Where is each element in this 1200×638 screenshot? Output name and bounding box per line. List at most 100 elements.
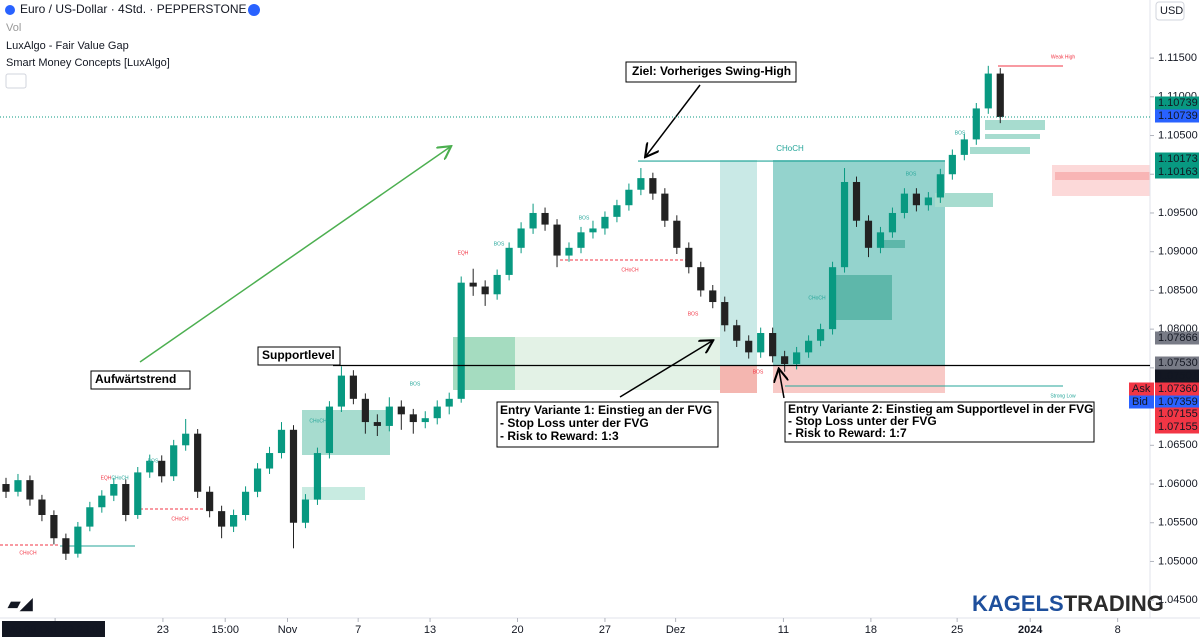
candle-body	[816, 329, 825, 341]
candle-body	[517, 228, 525, 248]
candle-body	[601, 216, 609, 229]
price-badge-label: 1.07501	[1158, 370, 1198, 382]
candle-body	[98, 495, 106, 508]
candle-body	[194, 433, 202, 492]
note: - Risk to Reward: 1:3	[500, 429, 619, 443]
candle-body	[86, 507, 94, 527]
y-tick-label: 1.09000	[1158, 246, 1198, 258]
candle-body	[110, 484, 118, 496]
fvg-zone	[935, 193, 993, 207]
candle-body	[840, 181, 849, 268]
candle-body	[936, 174, 944, 198]
note: Supportlevel	[262, 348, 335, 362]
note-box	[625, 61, 797, 83]
price-tag-label: Bid	[1132, 396, 1148, 408]
candle-body	[289, 429, 298, 523]
candle-body	[170, 445, 178, 477]
candle-body	[852, 181, 861, 221]
price-badge	[1155, 395, 1199, 409]
candle-body	[553, 224, 561, 256]
smc-label: BOS	[494, 241, 505, 247]
currency-button[interactable]	[1155, 1, 1185, 21]
candle-body	[253, 468, 262, 492]
x-tick-label: 8	[1115, 624, 1121, 636]
x-tick-label: 20	[511, 624, 523, 636]
candle-body	[433, 406, 441, 419]
candle-body	[828, 267, 837, 330]
price-badge-label: 1.07359	[1158, 396, 1198, 408]
smc-label: CHoCH	[19, 550, 37, 556]
candles	[2, 65, 1004, 560]
candle-body	[912, 193, 920, 206]
fvg-zone	[515, 337, 720, 390]
smc-label: BOS	[906, 171, 917, 177]
x-tick-label: Nov	[278, 624, 298, 636]
candle-body	[541, 212, 549, 225]
note: Entry Variante 2: Einstieg am Supportlev…	[788, 402, 1093, 416]
candle-body	[697, 267, 705, 291]
price-badge	[1155, 407, 1199, 421]
arrow	[779, 370, 784, 399]
x-tick-label: Mo 09 Okt '23 23:00	[6, 624, 105, 636]
x-tick-label: 11	[778, 624, 789, 636]
y-tick-label: 1.11500	[1158, 52, 1197, 64]
candle-body	[38, 499, 46, 515]
candle-body	[864, 220, 873, 248]
candle-body	[769, 333, 777, 357]
candle-body	[529, 212, 537, 229]
candle-body	[745, 340, 753, 353]
y-tick-label: 1.08500	[1158, 284, 1198, 296]
candle-body	[218, 511, 226, 527]
candle-body	[373, 422, 381, 426]
price-badge	[1155, 331, 1199, 345]
indicator: Smart Money Concepts [LuxAlgo]	[6, 57, 170, 69]
arrow	[619, 341, 712, 398]
price-badge	[1155, 369, 1199, 383]
candle-body	[469, 282, 477, 287]
candle-body	[673, 220, 681, 248]
candle-body	[960, 139, 968, 155]
note-box	[90, 370, 191, 390]
candle-body	[972, 108, 980, 140]
smc-label: Weak High	[1051, 54, 1076, 60]
candle-body	[888, 212, 897, 233]
candle-body	[158, 460, 166, 477]
note: Entry Variante 1: Einstieg an der FVG	[500, 403, 712, 417]
price-badge-label: 1.10163	[1158, 166, 1198, 178]
fvg-zone	[985, 134, 1040, 139]
x-tick-label: 2024	[1018, 624, 1043, 636]
candle-body	[206, 491, 214, 512]
x-tick-badge	[2, 621, 105, 637]
indicator: LuxAlgo - Fair Value Gap	[6, 40, 129, 52]
smc-label: CHoCH	[111, 475, 129, 481]
smc-label: EQH	[101, 475, 112, 481]
replay-icon[interactable]	[248, 4, 260, 16]
candle-body	[361, 398, 369, 423]
candle-body	[265, 453, 274, 469]
price-tag-label: Ask	[1132, 383, 1151, 395]
stop-zone	[720, 365, 757, 393]
candle-body	[421, 418, 429, 423]
y-tick-label: 1.06500	[1158, 439, 1198, 451]
note-box	[496, 401, 719, 448]
candle-body	[14, 480, 22, 492]
candle-body	[805, 340, 813, 353]
y-tick-label: 1.05500	[1158, 517, 1198, 529]
candle-body	[241, 491, 250, 515]
candle-body	[948, 154, 956, 175]
y-tick-label: 1.09500	[1158, 207, 1198, 219]
x-tick-label: 27	[599, 624, 611, 636]
candle-body	[409, 414, 417, 423]
collapse-button[interactable]	[5, 73, 27, 89]
ob-zone	[1055, 172, 1150, 180]
y-tick-label: 1.04500	[1158, 594, 1198, 606]
candle-body	[625, 189, 633, 206]
candle-body	[577, 232, 585, 248]
price-badge-label: 1.07155	[1158, 421, 1198, 433]
candle-body	[385, 406, 393, 426]
currency[interactable]: USD	[1160, 5, 1183, 17]
candle-body	[445, 398, 453, 407]
fvg-zone	[302, 487, 365, 500]
note: - Stop Loss unter der FVG	[788, 414, 937, 428]
x-tick-label: 23	[157, 624, 169, 636]
